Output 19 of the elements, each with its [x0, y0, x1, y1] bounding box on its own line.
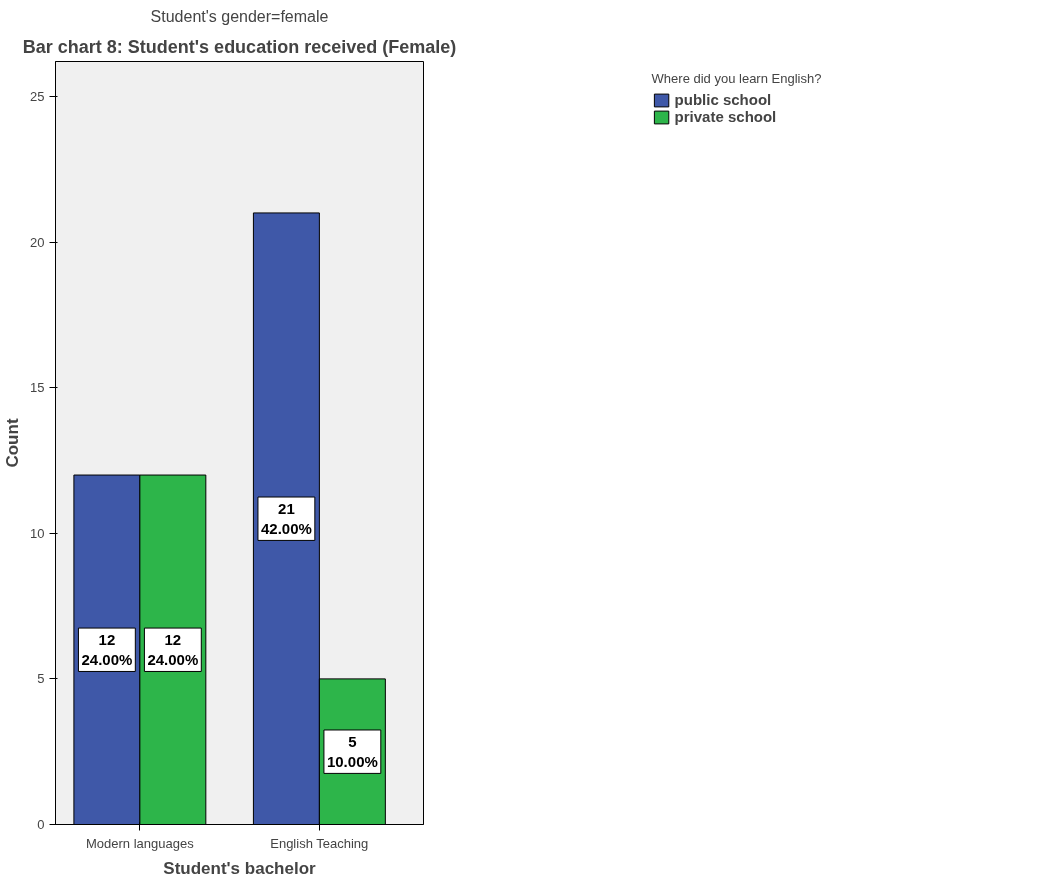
y-tick-label: 10: [30, 525, 45, 541]
y-axis-title: Count: [3, 418, 23, 468]
data-label: 12 24.00%: [147, 631, 199, 669]
y-tick-label: 5: [37, 671, 45, 687]
data-label: 21 42.00%: [260, 500, 312, 538]
legend-title: Where did you learn English?: [651, 71, 822, 86]
x-tick-label: English Teaching: [270, 835, 369, 851]
y-tick-label: 15: [30, 380, 45, 396]
data-label: 5 10.00%: [326, 732, 378, 771]
chart-title: Bar chart 8: Student's education received (Female): [22, 36, 457, 57]
y-tick-label: 0: [37, 817, 45, 832]
legend-label: public school: [674, 91, 772, 108]
x-axis-title: Student's bachelor: [163, 858, 317, 878]
y-tick-label: 20: [30, 234, 45, 250]
x-tick-label: Modern languages: [86, 835, 195, 851]
data-label: 12 24.00%: [81, 631, 133, 669]
chart-subtitle: Student's gender=female: [150, 7, 329, 25]
y-tick-label: 25: [30, 88, 45, 104]
legend-label: private school: [674, 108, 777, 125]
